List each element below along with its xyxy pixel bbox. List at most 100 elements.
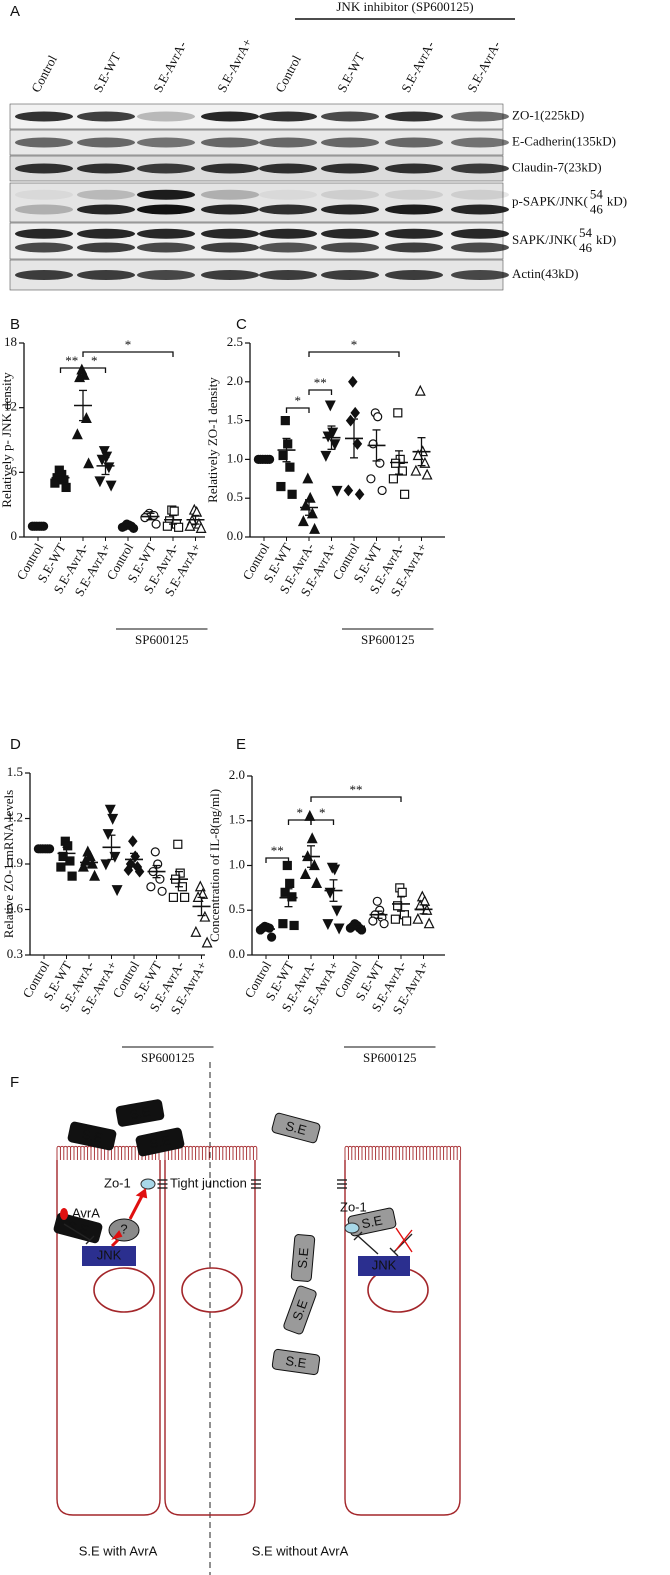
data-point bbox=[297, 515, 309, 527]
y-tick-label: 2.0 bbox=[227, 373, 243, 388]
bacterium-label: S.E bbox=[289, 1297, 310, 1322]
data-point bbox=[184, 519, 196, 531]
data-point bbox=[56, 862, 66, 872]
bacterium-label: S.E bbox=[285, 1353, 308, 1371]
band bbox=[15, 242, 73, 253]
group-label: SP600125 bbox=[363, 1050, 416, 1065]
panel-label: C bbox=[236, 316, 247, 333]
lane-label: Control bbox=[272, 52, 304, 94]
band-label: ZO-1(225kD) bbox=[512, 107, 584, 122]
blot-strip bbox=[9, 182, 504, 223]
band bbox=[137, 111, 195, 122]
data-point bbox=[379, 919, 389, 929]
data-point bbox=[102, 829, 114, 841]
data-point bbox=[287, 489, 297, 499]
data-point bbox=[283, 439, 293, 449]
data-point bbox=[329, 439, 341, 451]
significance-label: * bbox=[351, 337, 358, 352]
caption: S.E without AvrA bbox=[252, 1543, 349, 1558]
significance-label: * bbox=[319, 805, 326, 820]
band-label-lower: 46 bbox=[579, 240, 593, 255]
significance-label: ** bbox=[350, 782, 363, 797]
y-axis-label: Relatively p- JNK density bbox=[0, 372, 14, 508]
data-point bbox=[128, 835, 138, 848]
lane-label: S.E-AvrA- bbox=[464, 39, 503, 95]
data-point bbox=[173, 839, 183, 849]
lane-label: S.E-WT bbox=[334, 50, 367, 95]
data-point bbox=[322, 431, 334, 443]
data-point bbox=[304, 809, 316, 821]
data-point bbox=[302, 472, 314, 484]
bacterium-body bbox=[271, 1112, 321, 1144]
band bbox=[15, 111, 73, 122]
data-point bbox=[421, 468, 433, 480]
data-point bbox=[390, 914, 400, 924]
bacterium-body bbox=[67, 1121, 117, 1151]
band bbox=[451, 189, 509, 200]
data-point bbox=[354, 488, 365, 501]
band bbox=[77, 163, 135, 174]
band bbox=[137, 228, 195, 239]
inhibitor-label: JNK inhibitor (SP600125) bbox=[336, 0, 473, 14]
band bbox=[451, 163, 509, 174]
band bbox=[451, 204, 509, 215]
data-point bbox=[195, 522, 207, 533]
significance-bracket bbox=[285, 407, 310, 413]
band-label: E-Cadherin(135kD) bbox=[512, 133, 616, 148]
band bbox=[321, 228, 379, 239]
data-point bbox=[309, 522, 321, 534]
band bbox=[451, 137, 509, 148]
significance-bracket bbox=[308, 351, 400, 357]
band bbox=[385, 137, 443, 148]
chart: E 0.0 0.5 1.0 1.5 2.0 Concentration of IL-8(ng… bbox=[207, 736, 445, 1065]
bacterium: S.E bbox=[67, 1121, 117, 1151]
blot: Control S.E-WT S.E-AvrA- S.E-AvrA+ Control S.… bbox=[9, 36, 627, 291]
bacterium-body bbox=[290, 1234, 316, 1282]
bacterium: S.E bbox=[271, 1112, 321, 1144]
band-label-upper: 54 bbox=[590, 186, 604, 201]
band bbox=[77, 189, 135, 200]
band bbox=[77, 111, 135, 122]
block-cross bbox=[395, 1227, 413, 1253]
data-point bbox=[153, 859, 163, 869]
inhibition bbox=[63, 1223, 95, 1245]
cell bbox=[56, 1160, 161, 1516]
nucleus bbox=[181, 1267, 243, 1313]
panel-label: B bbox=[10, 316, 20, 333]
data-point bbox=[333, 923, 345, 935]
band-label-unit: kD) bbox=[596, 232, 616, 247]
band bbox=[137, 204, 195, 215]
data-point bbox=[107, 813, 119, 825]
data-point bbox=[414, 384, 426, 396]
panel-label: E bbox=[236, 736, 246, 753]
band-label: p-SAPK/JNK( bbox=[512, 193, 588, 208]
arrow-head bbox=[111, 1188, 148, 1240]
data-point bbox=[169, 506, 179, 516]
band bbox=[321, 270, 379, 280]
significance-bracket bbox=[82, 351, 174, 357]
panel-label: A bbox=[10, 3, 20, 20]
avra-label: AvrA bbox=[72, 1205, 100, 1220]
band bbox=[451, 228, 509, 239]
band bbox=[321, 111, 379, 122]
data-point bbox=[74, 371, 86, 383]
y-tick-label: 1.5 bbox=[227, 412, 243, 427]
y-tick-label: 2.0 bbox=[229, 767, 245, 782]
data-point bbox=[311, 877, 323, 889]
data-point bbox=[146, 882, 156, 892]
data-point bbox=[168, 892, 178, 902]
bacterium: S.E bbox=[271, 1348, 321, 1376]
data-point bbox=[343, 484, 354, 497]
data-point bbox=[65, 856, 75, 866]
data-point bbox=[289, 920, 299, 931]
significance-bracket bbox=[308, 389, 333, 395]
data-point bbox=[150, 847, 160, 857]
band bbox=[259, 137, 317, 148]
unknown-label: ? bbox=[120, 1221, 127, 1236]
jnk-box bbox=[82, 1246, 136, 1266]
y-tick-label: 1.5 bbox=[229, 812, 245, 827]
data-point bbox=[255, 925, 265, 935]
